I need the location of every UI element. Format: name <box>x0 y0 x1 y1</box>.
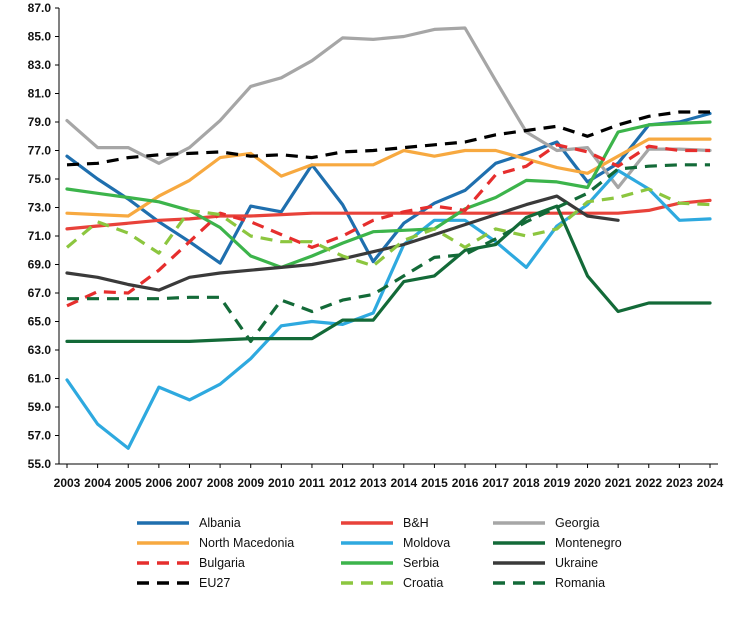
x-tick-label: 2009 <box>237 476 264 490</box>
y-tick-label: 65.0 <box>28 315 52 329</box>
legend-label: B&H <box>403 516 429 530</box>
y-tick-label: 87.0 <box>28 1 52 15</box>
x-tick-label: 2005 <box>115 476 142 490</box>
chart-axes <box>58 8 718 465</box>
x-tick-label: 2016 <box>452 476 479 490</box>
series-line-moldova <box>65 168 712 450</box>
x-tick-label: 2017 <box>482 476 509 490</box>
series-line-bulgaria <box>66 143 710 308</box>
legend-item-eu27: EU27 <box>137 576 230 590</box>
y-tick-label: 79.0 <box>28 115 52 129</box>
series-line-romania <box>67 163 710 343</box>
legend-item-croatia: Croatia <box>341 576 443 590</box>
series-line-eu27 <box>66 110 710 167</box>
series-line-north-macedonia <box>65 137 712 218</box>
x-tick-label: 2024 <box>697 476 724 490</box>
legend-item-bulgaria: Bulgaria <box>137 556 245 570</box>
legend-label: Montenegro <box>555 536 622 550</box>
y-tick-label: 85.0 <box>28 30 52 44</box>
x-tick-label: 2004 <box>84 476 111 490</box>
x-tick-label: 2003 <box>54 476 81 490</box>
y-tick-label: 61.0 <box>28 372 52 386</box>
legend-label: Croatia <box>403 576 443 590</box>
legend-label: Georgia <box>555 516 600 530</box>
series-line-croatia <box>65 187 711 268</box>
x-tick-label: 2008 <box>207 476 234 490</box>
legend: Albania B&H Georgia North Macedonia Moldova M… <box>137 516 622 590</box>
x-axis-ticks: 2003 2004 2005 2006 2007 2008 2009 2010 2011 2012… <box>54 464 724 490</box>
series-lines <box>65 26 712 450</box>
x-tick-label: 2011 <box>299 476 325 490</box>
legend-label: Serbia <box>403 556 439 570</box>
y-tick-label: 81.0 <box>28 87 52 101</box>
legend-label: Romania <box>555 576 605 590</box>
x-tick-label: 2013 <box>360 476 387 490</box>
legend-item-romania: Romania <box>493 576 605 590</box>
y-tick-label: 69.0 <box>28 258 52 272</box>
legend-label: North Macedonia <box>199 536 294 550</box>
x-tick-label: 2006 <box>146 476 173 490</box>
y-tick-label: 57.0 <box>28 429 52 443</box>
legend-label: Albania <box>199 516 241 530</box>
legend-label: Moldova <box>403 536 450 550</box>
legend-item-georgia: Georgia <box>493 516 600 530</box>
y-tick-label: 67.0 <box>28 286 52 300</box>
legend-item-montenegro: Montenegro <box>493 536 622 550</box>
x-tick-label: 2019 <box>544 476 571 490</box>
x-tick-label: 2021 <box>605 476 632 490</box>
series-line-albania <box>65 111 712 265</box>
y-tick-label: 55.0 <box>28 457 52 471</box>
y-tick-label: 73.0 <box>28 201 52 215</box>
x-tick-label: 2007 <box>176 476 203 490</box>
x-tick-label: 2023 <box>666 476 693 490</box>
y-tick-label: 77.0 <box>28 144 52 158</box>
legend-item-serbia: Serbia <box>341 556 439 570</box>
legend-item-albania: Albania <box>137 516 241 530</box>
legend-item-ukraine: Ukraine <box>493 556 598 570</box>
y-tick-label: 59.0 <box>28 400 52 414</box>
x-tick-label: 2012 <box>329 476 356 490</box>
y-axis-ticks: 55.0 57.0 59.0 61.0 63.0 65.0 67.0 69.0 71.0 73.0… <box>28 1 59 471</box>
legend-label: Ukraine <box>555 556 598 570</box>
legend-item-moldova: Moldova <box>341 536 450 550</box>
x-tick-label: 2010 <box>268 476 295 490</box>
x-tick-label: 2014 <box>390 476 417 490</box>
legend-item-north-macedonia: North Macedonia <box>137 536 294 550</box>
y-tick-label: 71.0 <box>28 229 52 243</box>
x-tick-label: 2022 <box>635 476 662 490</box>
x-tick-label: 2018 <box>513 476 540 490</box>
y-tick-label: 63.0 <box>28 343 52 357</box>
series-line-ukraine <box>65 194 620 292</box>
x-tick-label: 2015 <box>421 476 448 490</box>
legend-label: Bulgaria <box>199 556 245 570</box>
y-tick-label: 83.0 <box>28 58 52 72</box>
x-tick-label: 2020 <box>574 476 601 490</box>
y-tick-label: 75.0 <box>28 172 52 186</box>
series-line-bandh <box>65 198 712 231</box>
legend-item-bandh: B&H <box>341 516 429 530</box>
series-line-montenegro <box>65 204 712 343</box>
legend-label: EU27 <box>199 576 230 590</box>
